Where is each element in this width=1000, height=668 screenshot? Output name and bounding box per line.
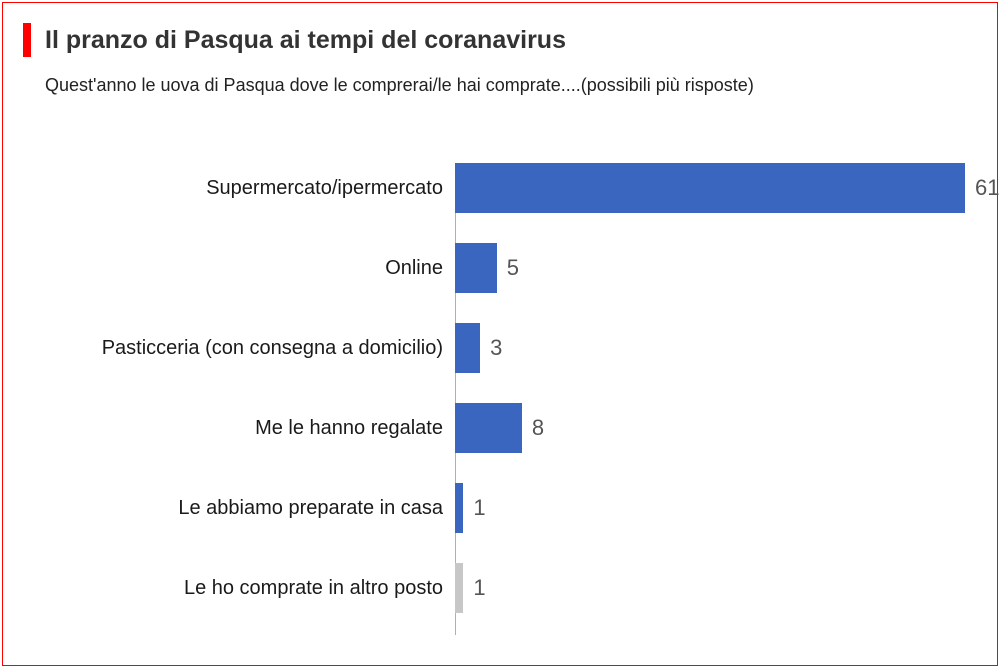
bar bbox=[455, 243, 497, 293]
value-label: 1 bbox=[463, 575, 485, 601]
chart-row: Le abbiamo preparate in casa 1 bbox=[3, 483, 967, 533]
bar bbox=[455, 323, 480, 373]
chart-row: Me le hanno regalate 8 bbox=[3, 403, 967, 453]
value-label: 61 bbox=[965, 175, 999, 201]
chart-title: Il pranzo di Pasqua ai tempi del coranav… bbox=[45, 26, 566, 55]
chart-frame: Il pranzo di Pasqua ai tempi del coranav… bbox=[2, 2, 998, 666]
category-label: Online bbox=[3, 257, 455, 280]
value-label: 8 bbox=[522, 415, 544, 441]
category-label: Pasticceria (con consegna a domicilio) bbox=[3, 337, 455, 360]
accent-bar bbox=[23, 23, 31, 57]
bar-area: 1 bbox=[455, 563, 967, 613]
bar bbox=[455, 403, 522, 453]
bar bbox=[455, 563, 463, 613]
chart-row: Supermercato/ipermercato61 bbox=[3, 163, 967, 213]
bar-area: 8 bbox=[455, 403, 967, 453]
category-label: Le ho comprate in altro posto bbox=[3, 577, 455, 600]
bar-chart: Supermercato/ipermercato61 Online 5 Pasticc… bbox=[3, 163, 967, 635]
bar-area: 1 bbox=[455, 483, 967, 533]
chart-row: Le ho comprate in altro posto 1 bbox=[3, 563, 967, 613]
category-label: Supermercato/ipermercato bbox=[3, 177, 455, 200]
bar bbox=[455, 163, 965, 213]
bar-area: 5 bbox=[455, 243, 967, 293]
value-label: 3 bbox=[480, 335, 502, 361]
chart-subtitle: Quest'anno le uova di Pasqua dove le com… bbox=[3, 57, 997, 96]
chart-row: Pasticceria (con consegna a domicilio) 3 bbox=[3, 323, 967, 373]
bar bbox=[455, 483, 463, 533]
category-label: Me le hanno regalate bbox=[3, 417, 455, 440]
bar-area: 3 bbox=[455, 323, 967, 373]
header: Il pranzo di Pasqua ai tempi del coranav… bbox=[3, 3, 997, 57]
value-label: 1 bbox=[463, 495, 485, 521]
chart-row: Online 5 bbox=[3, 243, 967, 293]
category-label: Le abbiamo preparate in casa bbox=[3, 497, 455, 520]
value-label: 5 bbox=[497, 255, 519, 281]
bar-area: 61 bbox=[455, 163, 999, 213]
